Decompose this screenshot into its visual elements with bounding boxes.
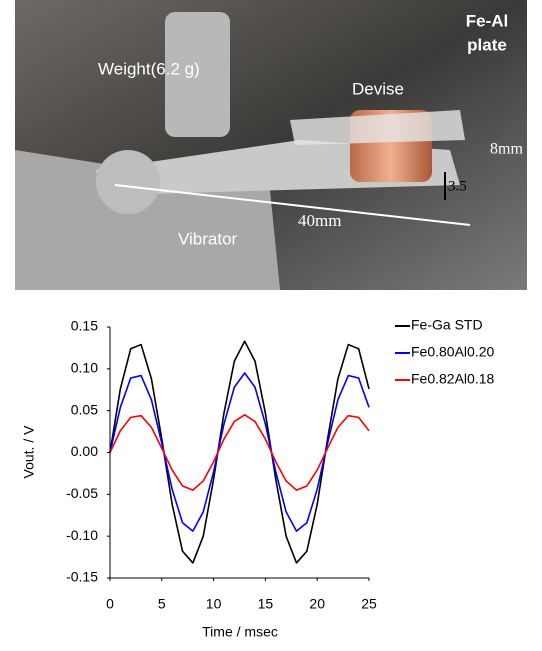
legend-label: Fe0.80Al0.20: [411, 344, 494, 360]
photo-label: Fe-Al: [466, 11, 509, 30]
y-tick-label: -0.10: [66, 527, 98, 543]
photo-label: plate: [467, 35, 507, 54]
x-axis-label: Time / msec: [202, 624, 278, 640]
y-tick-label: 0.05: [71, 401, 98, 417]
x-tick-label: 10: [206, 596, 222, 612]
y-tick-label: 0.15: [71, 318, 98, 334]
x-tick-label: 25: [361, 596, 377, 612]
photo-label: Devise: [352, 79, 404, 98]
photo-label: 40mm: [298, 211, 341, 230]
photo: [15, 0, 527, 290]
y-tick-label: -0.15: [66, 569, 98, 585]
photo-label: 3.5: [448, 178, 467, 194]
series-line: [109, 372, 370, 532]
y-axis-label: Vout. / V: [21, 425, 37, 479]
x-tick-label: 20: [309, 596, 325, 612]
x-tick-label: 5: [158, 596, 166, 612]
x-tick-label: 0: [106, 596, 114, 612]
y-tick-label: -0.05: [66, 485, 98, 501]
series-line: [109, 340, 370, 564]
x-tick-label: 15: [258, 596, 274, 612]
y-tick-label: 0.10: [71, 360, 98, 376]
photo-label: Vibrator: [178, 229, 238, 248]
series-line: [109, 414, 370, 491]
legend-label: Fe0.82Al0.18: [411, 371, 494, 387]
legend-label: Fe-Ga STD: [411, 317, 483, 333]
y-tick-label: 0.00: [71, 443, 98, 459]
photo-label: 8mm: [490, 141, 523, 158]
photo-label: Weight(6.2 g): [98, 59, 200, 78]
